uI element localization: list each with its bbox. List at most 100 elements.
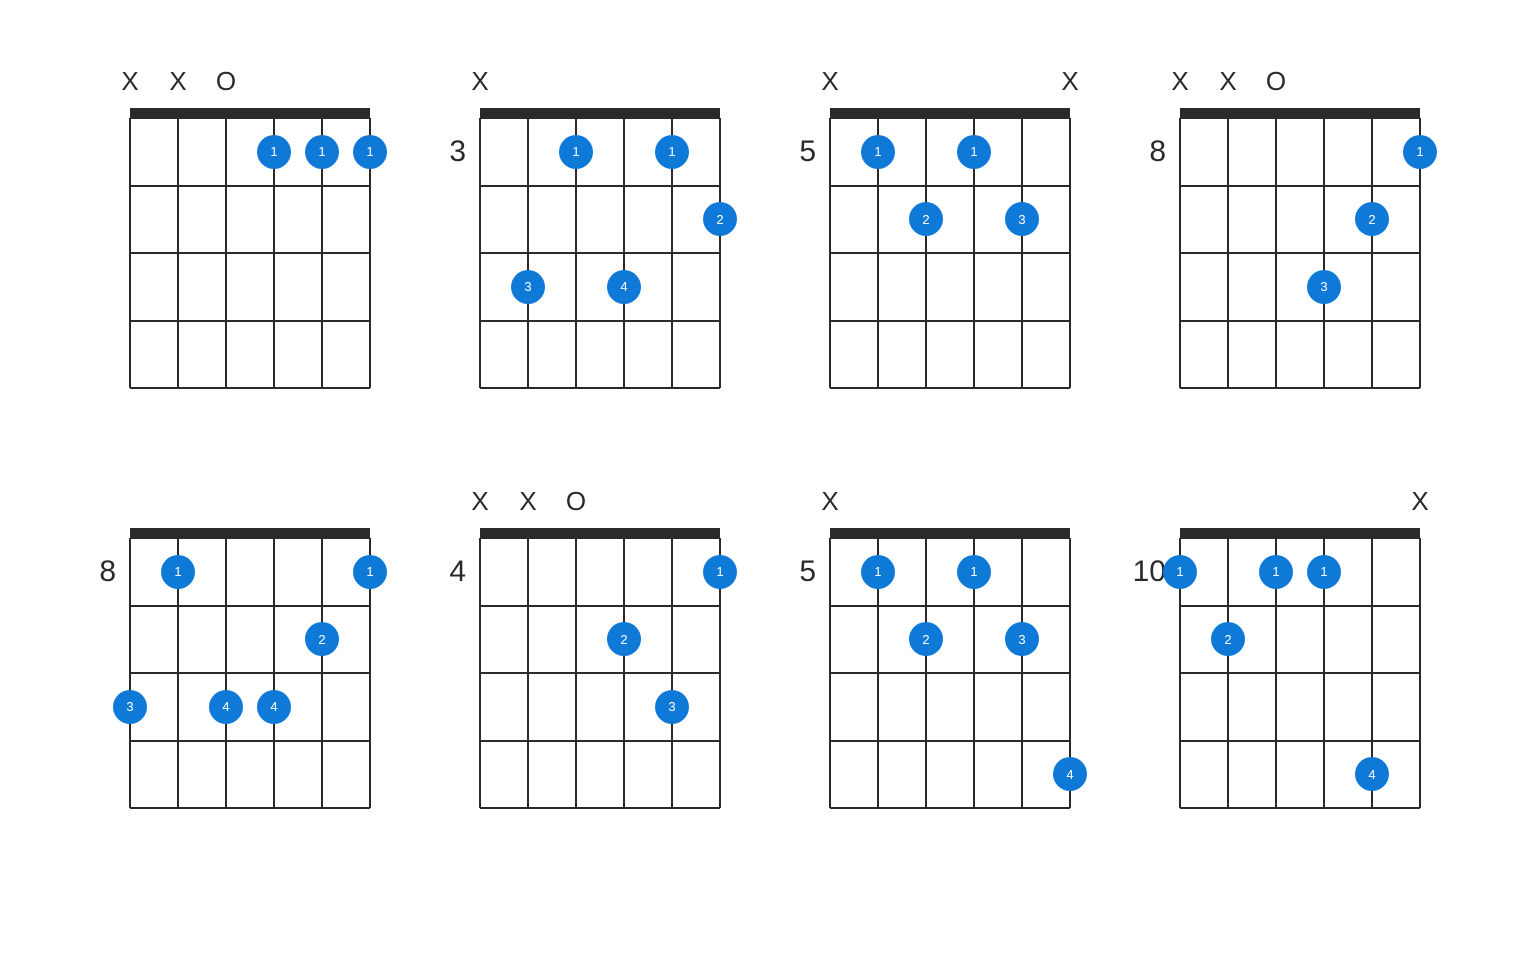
empty-mark bbox=[504, 68, 552, 100]
fret-start-label: 8 bbox=[1106, 137, 1166, 167]
top-marks: XXO bbox=[106, 68, 394, 100]
open-mark: O bbox=[202, 68, 250, 100]
open-mark: O bbox=[552, 488, 600, 520]
fret-start-label: 5 bbox=[756, 557, 816, 587]
finger-dot: 3 bbox=[511, 270, 545, 304]
finger-dot: 1 bbox=[655, 135, 689, 169]
empty-mark bbox=[552, 68, 600, 100]
empty-mark bbox=[1300, 488, 1348, 520]
chord-cell: XXO8123 bbox=[1120, 58, 1470, 478]
mute-mark: X bbox=[1046, 68, 1094, 100]
empty-mark bbox=[106, 488, 154, 520]
empty-mark bbox=[950, 488, 998, 520]
fretboard: 11124 bbox=[1180, 538, 1420, 808]
finger-dot: 2 bbox=[1355, 202, 1389, 236]
fretboard: 123 bbox=[1180, 118, 1420, 388]
finger-dot: 2 bbox=[607, 622, 641, 656]
empty-mark bbox=[600, 68, 648, 100]
empty-mark bbox=[1046, 488, 1094, 520]
top-marks: X bbox=[806, 488, 1094, 520]
empty-mark bbox=[298, 68, 346, 100]
finger-dot: 3 bbox=[1307, 270, 1341, 304]
top-marks: XXO bbox=[456, 488, 744, 520]
empty-mark bbox=[1252, 488, 1300, 520]
finger-dot: 1 bbox=[861, 555, 895, 589]
finger-dot: 1 bbox=[559, 135, 593, 169]
mute-mark: X bbox=[456, 68, 504, 100]
finger-dot: 1 bbox=[957, 135, 991, 169]
mute-mark: X bbox=[806, 68, 854, 100]
chord-cell: XX51123 bbox=[770, 58, 1120, 478]
empty-mark bbox=[1156, 488, 1204, 520]
finger-dots: 112344 bbox=[130, 538, 370, 808]
empty-mark bbox=[1348, 488, 1396, 520]
empty-mark bbox=[298, 488, 346, 520]
mute-mark: X bbox=[1204, 68, 1252, 100]
empty-mark bbox=[346, 68, 394, 100]
empty-mark bbox=[154, 488, 202, 520]
chord-cell: XXO111 bbox=[70, 58, 420, 478]
finger-dots: 11234 bbox=[480, 118, 720, 388]
empty-mark bbox=[600, 488, 648, 520]
fretboard: 111 bbox=[130, 118, 370, 388]
empty-mark bbox=[998, 68, 1046, 100]
finger-dot: 3 bbox=[113, 690, 147, 724]
finger-dot: 2 bbox=[305, 622, 339, 656]
finger-dot: 1 bbox=[257, 135, 291, 169]
finger-dot: 3 bbox=[1005, 622, 1039, 656]
finger-dot: 1 bbox=[957, 555, 991, 589]
grid-container: XXO111X311234XX51123XXO81238112344XXO412… bbox=[70, 58, 1470, 898]
chord-cell: X511234 bbox=[770, 478, 1120, 898]
fret-start-label: 10 bbox=[1106, 557, 1166, 587]
top-marks: XX bbox=[806, 68, 1094, 100]
empty-mark bbox=[1396, 68, 1444, 100]
empty-mark bbox=[1204, 488, 1252, 520]
fretboard: 112344 bbox=[130, 538, 370, 808]
finger-dots: 1123 bbox=[830, 118, 1070, 388]
finger-dot: 4 bbox=[1053, 757, 1087, 791]
finger-dot: 2 bbox=[1211, 622, 1245, 656]
empty-mark bbox=[854, 488, 902, 520]
empty-mark bbox=[854, 68, 902, 100]
chord-diagram-grid: XXO111X311234XX51123XXO81238112344XXO412… bbox=[0, 0, 1536, 960]
finger-dot: 2 bbox=[909, 622, 943, 656]
empty-mark bbox=[346, 488, 394, 520]
open-mark: O bbox=[1252, 68, 1300, 100]
fret-start-label: 4 bbox=[406, 557, 466, 587]
empty-mark bbox=[648, 488, 696, 520]
finger-dot: 1 bbox=[1307, 555, 1341, 589]
fretboard: 11234 bbox=[830, 538, 1070, 808]
top-marks: X bbox=[456, 68, 744, 100]
empty-mark bbox=[998, 488, 1046, 520]
chord-cell: X311234 bbox=[420, 58, 770, 478]
empty-mark bbox=[902, 488, 950, 520]
fretboard: 123 bbox=[480, 538, 720, 808]
mute-mark: X bbox=[1396, 488, 1444, 520]
finger-dot: 4 bbox=[209, 690, 243, 724]
finger-dot: 4 bbox=[257, 690, 291, 724]
fret-start-label: 5 bbox=[756, 137, 816, 167]
fret-start-label: 8 bbox=[56, 557, 116, 587]
chord-cell: 8112344 bbox=[70, 478, 420, 898]
empty-mark bbox=[250, 68, 298, 100]
mute-mark: X bbox=[154, 68, 202, 100]
empty-mark bbox=[202, 488, 250, 520]
mute-mark: X bbox=[106, 68, 154, 100]
finger-dot: 1 bbox=[1259, 555, 1293, 589]
chord-cell: X1011124 bbox=[1120, 478, 1470, 898]
finger-dots: 123 bbox=[480, 538, 720, 808]
fretboard: 1123 bbox=[830, 118, 1070, 388]
finger-dot: 4 bbox=[607, 270, 641, 304]
finger-dot: 1 bbox=[861, 135, 895, 169]
empty-mark bbox=[902, 68, 950, 100]
finger-dot: 1 bbox=[353, 135, 387, 169]
empty-mark bbox=[1300, 68, 1348, 100]
mute-mark: X bbox=[1156, 68, 1204, 100]
top-marks bbox=[106, 488, 394, 520]
finger-dots: 123 bbox=[1180, 118, 1420, 388]
finger-dot: 4 bbox=[1355, 757, 1389, 791]
finger-dot: 1 bbox=[703, 555, 737, 589]
chord-cell: XXO4123 bbox=[420, 478, 770, 898]
finger-dots: 11234 bbox=[830, 538, 1070, 808]
empty-mark bbox=[950, 68, 998, 100]
